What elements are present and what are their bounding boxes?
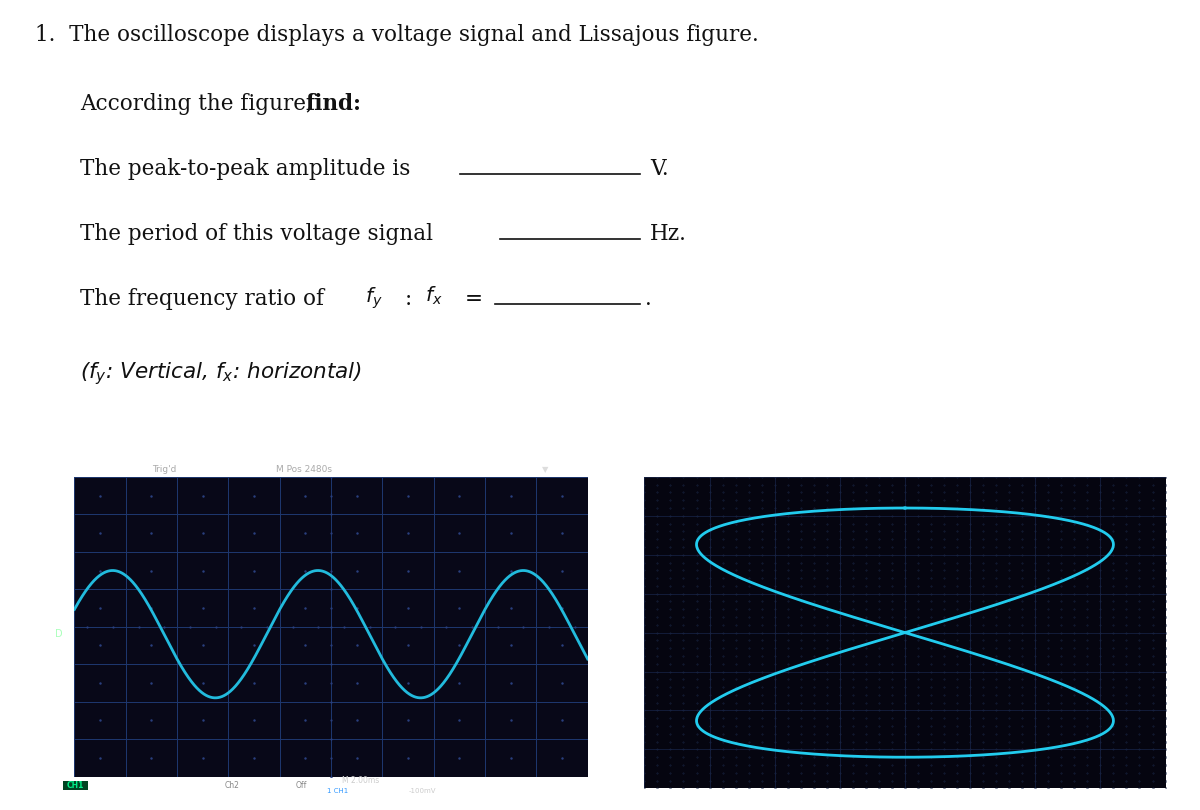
Text: According the figure,: According the figure,: [80, 93, 319, 115]
Text: find:: find:: [305, 93, 361, 115]
Text: 500mV: 500mV: [112, 781, 138, 790]
Text: M 2.00ms: M 2.00ms: [342, 777, 379, 786]
Text: V.: V.: [650, 158, 668, 180]
Text: ($f_y$: Vertical, $f_x$: horizontal): ($f_y$: Vertical, $f_x$: horizontal): [80, 360, 362, 387]
Text: .: .: [646, 288, 652, 309]
Text: Trig'd: Trig'd: [152, 465, 176, 474]
Bar: [62, 781, 89, 790]
Text: The peak-to-peak amplitude is: The peak-to-peak amplitude is: [80, 158, 410, 180]
Text: =: =: [466, 288, 482, 309]
Text: The frequency ratio of: The frequency ratio of: [80, 288, 331, 309]
Text: $f_y$: $f_y$: [365, 285, 383, 310]
Text: 1.  The oscilloscope displays a voltage signal and Lissajous figure.: 1. The oscilloscope displays a voltage s…: [35, 24, 758, 46]
Text: The period of this voltage signal: The period of this voltage signal: [80, 223, 433, 245]
Text: D: D: [55, 629, 62, 639]
Text: ▼: ▼: [542, 465, 548, 474]
Text: Ch2: Ch2: [224, 781, 239, 790]
Text: $f_x$: $f_x$: [425, 285, 443, 308]
Text: :: :: [406, 288, 413, 309]
Text: Off: Off: [296, 781, 307, 790]
Text: CH1: CH1: [67, 781, 84, 790]
Text: M Pos 2480s: M Pos 2480s: [276, 465, 331, 474]
Text: Hz.: Hz.: [650, 223, 686, 245]
Text: -100mV: -100mV: [409, 788, 437, 794]
Text: 1 CH1: 1 CH1: [326, 788, 348, 794]
